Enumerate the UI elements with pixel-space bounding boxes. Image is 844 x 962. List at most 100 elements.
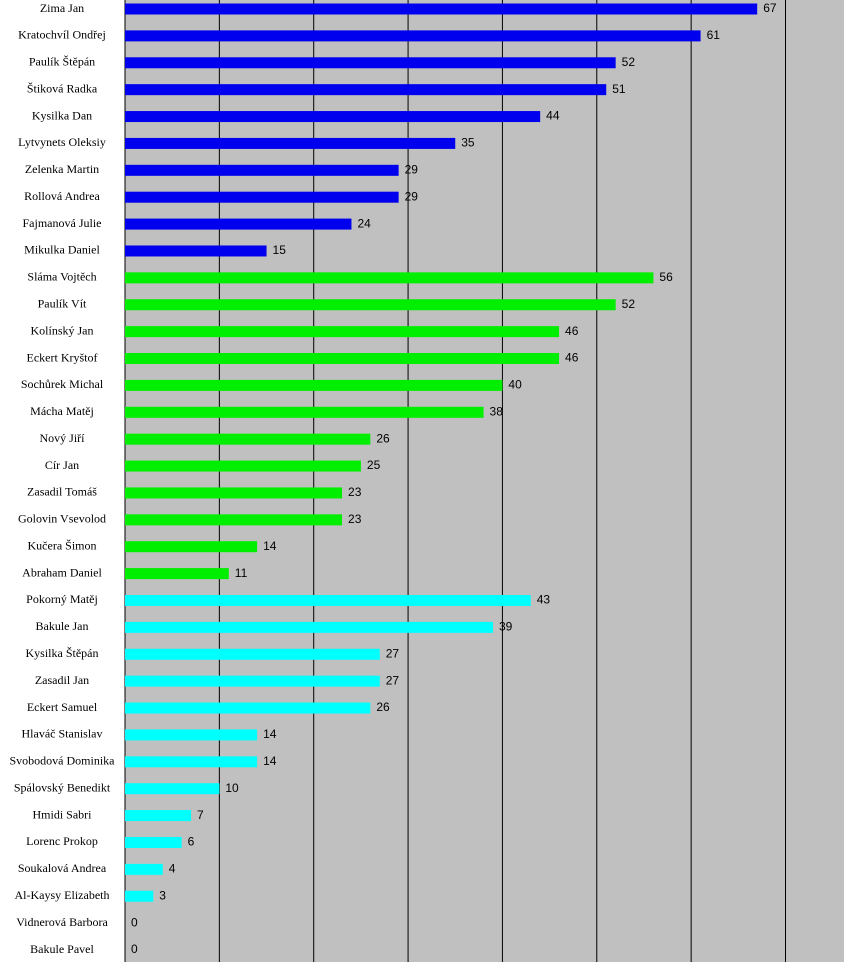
category-label: Mikulka Daniel xyxy=(24,243,100,257)
value-label: 23 xyxy=(348,485,362,499)
category-label: Svobodová Dominika xyxy=(10,754,116,768)
bar xyxy=(125,406,484,418)
category-label: Zasadil Jan xyxy=(35,673,89,687)
bar xyxy=(125,675,380,687)
category-label: Kysilka Štěpán xyxy=(26,646,99,660)
bar xyxy=(125,541,258,553)
value-label: 26 xyxy=(376,700,390,714)
category-label: Lorenc Prokop xyxy=(26,834,98,848)
category-label: Paulík Vít xyxy=(38,296,87,310)
value-label: 0 xyxy=(131,942,138,956)
category-label: Sláma Vojtěch xyxy=(27,270,96,284)
value-label: 27 xyxy=(386,646,400,660)
category-label: Bakule Pavel xyxy=(30,942,94,956)
bar xyxy=(125,3,758,15)
category-label: Mácha Matěj xyxy=(30,404,94,418)
bar xyxy=(125,30,701,42)
category-label: Spálovský Benedikt xyxy=(14,780,111,794)
category-label: Rollová Andrea xyxy=(24,189,100,203)
category-label: Zima Jan xyxy=(40,1,84,15)
bar xyxy=(125,111,541,123)
bar xyxy=(125,137,456,149)
value-label: 44 xyxy=(546,109,560,123)
category-label: Paulík Štěpán xyxy=(29,55,95,69)
value-label: 11 xyxy=(235,566,248,580)
value-label: 61 xyxy=(707,28,721,42)
value-label: 52 xyxy=(622,55,636,69)
bar xyxy=(125,594,531,606)
value-label: 29 xyxy=(405,162,419,176)
category-label: Lytvynets Oleksiy xyxy=(18,135,106,149)
category-label: Eckert Samuel xyxy=(27,700,98,714)
bar xyxy=(125,84,607,96)
bar xyxy=(125,218,352,230)
category-label: Štiková Radka xyxy=(27,81,98,95)
bar xyxy=(125,433,371,445)
value-label: 26 xyxy=(376,431,390,445)
value-label: 4 xyxy=(169,862,176,876)
value-label: 14 xyxy=(263,539,277,553)
category-label: Soukalová Andrea xyxy=(18,861,107,875)
bar xyxy=(125,514,343,526)
category-label: Zelenka Martin xyxy=(25,162,99,176)
value-label: 7 xyxy=(197,808,204,822)
bar xyxy=(125,621,493,633)
bar xyxy=(125,568,229,580)
value-label: 40 xyxy=(508,378,522,392)
bar xyxy=(125,729,258,741)
bar xyxy=(125,863,163,875)
category-label: Cír Jan xyxy=(45,458,79,472)
value-label: 14 xyxy=(263,754,277,768)
category-label: Vidnerová Barbora xyxy=(16,915,108,929)
value-label: 24 xyxy=(357,216,371,230)
value-label: 56 xyxy=(659,270,673,284)
value-label: 51 xyxy=(612,82,626,96)
bar xyxy=(125,756,258,768)
value-label: 10 xyxy=(225,781,239,795)
category-label: Pokorný Matěj xyxy=(26,592,98,606)
category-label: Golovin Vsevolod xyxy=(18,512,106,526)
bar xyxy=(125,164,399,176)
value-label: 14 xyxy=(263,727,277,741)
bar xyxy=(125,57,616,69)
value-label: 67 xyxy=(763,1,777,15)
bar xyxy=(125,272,654,284)
bar xyxy=(125,487,343,499)
value-label: 23 xyxy=(348,512,362,526)
bar xyxy=(125,353,560,365)
value-label: 3 xyxy=(159,888,166,902)
value-label: 43 xyxy=(537,593,551,607)
bar xyxy=(125,379,503,391)
value-label: 46 xyxy=(565,324,579,338)
bar xyxy=(125,810,192,822)
value-label: 52 xyxy=(622,297,636,311)
value-label: 39 xyxy=(499,620,513,634)
category-label: Fajmanová Julie xyxy=(23,216,102,230)
category-label: Kysilka Dan xyxy=(32,108,92,122)
value-label: 29 xyxy=(405,189,419,203)
value-label: 15 xyxy=(273,243,287,257)
category-label: Zasadil Tomáš xyxy=(27,485,97,499)
plot-area xyxy=(125,0,844,962)
category-label: Kratochvíl Ondřej xyxy=(18,28,106,42)
value-label: 27 xyxy=(386,673,400,687)
category-label: Hlaváč Stanislav xyxy=(22,727,103,741)
bar xyxy=(125,191,399,203)
value-label: 46 xyxy=(565,351,579,365)
bar xyxy=(125,836,182,848)
category-label: Eckert Kryštof xyxy=(27,350,98,364)
bar xyxy=(125,326,560,338)
category-label: Bakule Jan xyxy=(36,619,89,633)
value-label: 6 xyxy=(188,835,195,849)
category-label: Sochůrek Michal xyxy=(21,377,104,391)
value-label: 0 xyxy=(131,915,138,929)
category-label: Hmidi Sabri xyxy=(33,807,93,821)
category-label: Kučera Šimon xyxy=(28,538,97,552)
bar xyxy=(125,299,616,311)
bar xyxy=(125,702,371,714)
bar xyxy=(125,460,361,472)
category-label: Abraham Daniel xyxy=(22,565,102,579)
bar xyxy=(125,245,267,257)
value-label: 35 xyxy=(461,136,475,150)
